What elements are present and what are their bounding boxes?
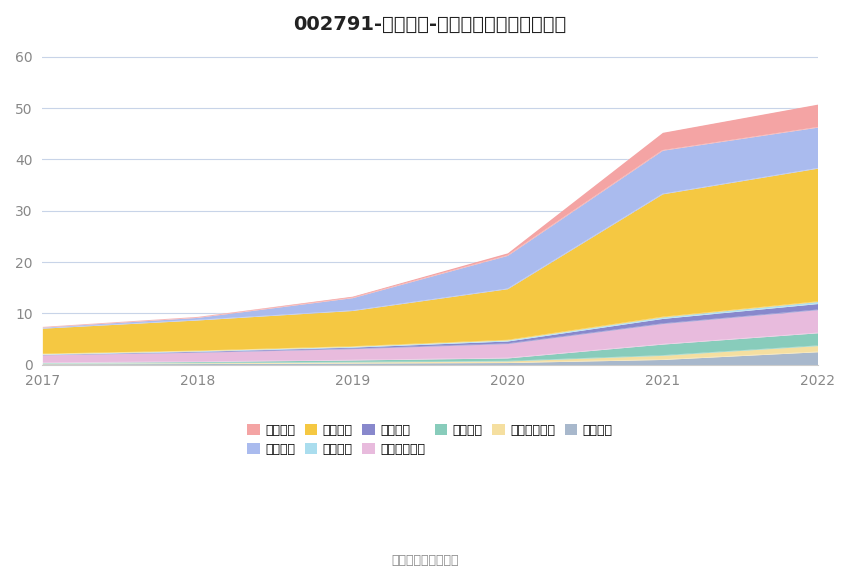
Legend: 短期借款, 应付票据, 应付账款, 预收款项, 合同负债, 应付职工薪酬, 应交税费, 其他流动负债, 长期借款: 短期借款, 应付票据, 应付账款, 预收款项, 合同负债, 应付职工薪酬, 应交… <box>242 419 617 461</box>
Text: 数据来源：恒生聚源: 数据来源：恒生聚源 <box>391 554 459 566</box>
Title: 002791-坚朗五金-主要负债堆积图（亿元）: 002791-坚朗五金-主要负债堆积图（亿元） <box>293 15 567 34</box>
